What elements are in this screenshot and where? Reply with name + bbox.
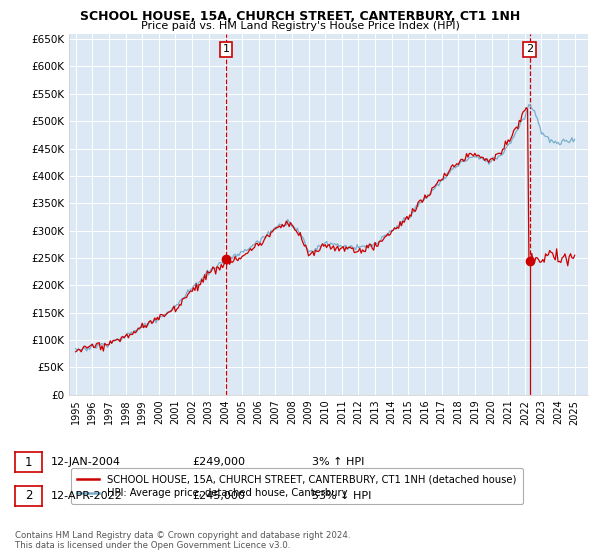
Text: SCHOOL HOUSE, 15A, CHURCH STREET, CANTERBURY, CT1 1NH: SCHOOL HOUSE, 15A, CHURCH STREET, CANTER… (80, 10, 520, 22)
Legend: SCHOOL HOUSE, 15A, CHURCH STREET, CANTERBURY, CT1 1NH (detached house), HPI: Ave: SCHOOL HOUSE, 15A, CHURCH STREET, CANTER… (71, 468, 523, 505)
Text: £245,000: £245,000 (192, 491, 245, 501)
Text: 12-APR-2022: 12-APR-2022 (51, 491, 123, 501)
Text: 1: 1 (223, 44, 230, 54)
Text: 2: 2 (25, 489, 32, 502)
Text: 2: 2 (526, 44, 533, 54)
Text: 12-JAN-2004: 12-JAN-2004 (51, 457, 121, 467)
Text: 3% ↑ HPI: 3% ↑ HPI (312, 457, 364, 467)
Text: Contains HM Land Registry data © Crown copyright and database right 2024.
This d: Contains HM Land Registry data © Crown c… (15, 531, 350, 550)
Text: Price paid vs. HM Land Registry's House Price Index (HPI): Price paid vs. HM Land Registry's House … (140, 21, 460, 31)
Text: 1: 1 (25, 455, 32, 469)
Text: £249,000: £249,000 (192, 457, 245, 467)
Text: 53% ↓ HPI: 53% ↓ HPI (312, 491, 371, 501)
